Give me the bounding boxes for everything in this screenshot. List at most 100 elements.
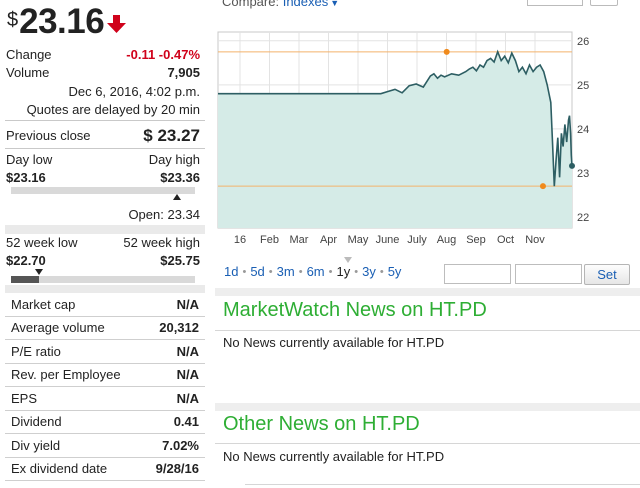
stat-value: N/A: [176, 296, 199, 312]
stat-value: N/A: [176, 343, 199, 359]
stat-row: Div yield 7.02%: [5, 434, 205, 458]
week52-values: $22.70 $25.75: [6, 253, 200, 269]
divider: [245, 484, 640, 485]
x-tick-label: Mar: [290, 234, 309, 246]
stat-value: 20,312: [159, 320, 199, 336]
change-label: Change: [6, 47, 52, 62]
stat-value: 0.41: [173, 414, 199, 430]
section-band: [5, 285, 205, 294]
set-date-range-button[interactable]: Set: [584, 264, 630, 285]
chevron-down-icon[interactable]: ▼: [330, 0, 340, 8]
chart-range-selector: 1d • 5d • 3m • 6m • 1y • 3y • 5y: [224, 264, 402, 279]
compare-add-button[interactable]: [590, 0, 618, 6]
stat-row: Dividend 0.41: [5, 411, 205, 434]
range-1d[interactable]: 1d: [224, 264, 239, 279]
stat-label: Market cap: [11, 296, 76, 312]
day-range-bar: [11, 187, 195, 194]
range-3m[interactable]: 3m: [276, 264, 295, 279]
range-3y[interactable]: 3y: [362, 264, 376, 279]
other-news-empty: No News currently available for HT.PD: [223, 449, 445, 464]
stat-label: P/E ratio: [11, 343, 61, 359]
quote-timestamp: Dec 6, 2016, 4:02 p.m.: [68, 84, 200, 99]
day-low-value: $23.16: [6, 170, 46, 185]
start-date-input[interactable]: [444, 264, 511, 284]
volume-row: Volume 7,905: [6, 65, 200, 81]
price-currency: $: [7, 9, 19, 31]
week52-range-bar: [11, 276, 195, 283]
marketwatch-news-title: MarketWatch News on HT.PD: [223, 299, 487, 321]
previous-close-label: Previous close: [6, 128, 91, 143]
week52-low-label: 52 week low: [6, 235, 78, 250]
end-date-input[interactable]: [515, 264, 582, 284]
week52-high-label: 52 week high: [123, 235, 200, 250]
active-range-indicator: [344, 257, 352, 263]
x-tick-label: Apr: [320, 234, 337, 246]
day-range-values: $23.16 $23.36: [6, 170, 200, 186]
price-value: 23.16: [19, 2, 105, 41]
stat-row: Rev. per Employee N/A: [5, 364, 205, 387]
week52-position-marker: [34, 269, 43, 275]
stat-row: Ex dividend date 9/28/16: [5, 458, 205, 481]
x-tick-label: July: [407, 234, 427, 246]
x-tick-label: Aug: [437, 234, 457, 246]
divider: [215, 443, 640, 444]
range-1y[interactable]: 1y: [336, 264, 351, 279]
day-range-labels: Day low Day high: [6, 152, 200, 168]
range-5d[interactable]: 5d: [250, 264, 265, 279]
down-arrow-icon: [107, 15, 127, 38]
price-line: [217, 49, 573, 187]
stat-label: Rev. per Employee: [11, 367, 121, 383]
stat-row: Average volume 20,312: [5, 317, 205, 340]
compare-control: Compare: Indexes ▼: [222, 0, 339, 9]
x-tick-label: Nov: [525, 234, 545, 246]
y-tick-label: 23: [577, 168, 589, 180]
change-row: Change -0.11 -0.47%: [6, 47, 200, 63]
section-band: [5, 225, 205, 234]
stat-value: N/A: [176, 367, 199, 383]
delay-note: Quotes are delayed by 20 min: [26, 102, 200, 117]
y-tick-label: 25: [577, 80, 589, 92]
price-area: [218, 51, 572, 228]
key-stats-table: Market cap N/A Average volume 20,312 P/E r…: [5, 293, 205, 481]
day-high-label: Day high: [148, 152, 200, 167]
stat-label: Dividend: [11, 414, 62, 430]
stat-value: 7.02%: [162, 437, 199, 453]
divider: [5, 120, 205, 121]
stat-value: N/A: [176, 390, 199, 406]
compare-symbol-input[interactable]: [527, 0, 583, 6]
open-price-marker: [172, 194, 181, 200]
section-band: [215, 288, 640, 296]
x-tick-label: June: [376, 234, 400, 246]
y-tick-label: 22: [577, 212, 589, 224]
x-tick-label: Oct: [497, 234, 514, 246]
week52-low-value: $22.70: [6, 253, 46, 268]
extreme-marker: [443, 48, 450, 55]
compare-indexes-link[interactable]: Indexes: [282, 0, 329, 9]
day-high-value: $23.36: [160, 170, 200, 185]
range-5y[interactable]: 5y: [387, 264, 402, 279]
last-price: $ 23.16: [7, 2, 127, 44]
change-value: -0.11 -0.47%: [126, 47, 200, 62]
section-band: [215, 403, 640, 411]
week52-labels: 52 week low 52 week high: [6, 235, 200, 251]
x-tick-label: Feb: [260, 234, 279, 246]
previous-close-value: $ 23.27: [143, 126, 200, 145]
day-low-label: Day low: [6, 152, 53, 167]
open-price: Open: 23.34: [128, 207, 200, 222]
y-tick-label: 26: [577, 36, 589, 48]
extreme-marker: [539, 183, 546, 190]
other-news-title: Other News on HT.PD: [223, 413, 420, 435]
divider: [215, 330, 640, 331]
range-6m[interactable]: 6m: [306, 264, 325, 279]
x-tick-label: 16: [234, 234, 246, 246]
divider: [5, 148, 205, 149]
marketwatch-news-empty: No News currently available for HT.PD: [223, 335, 445, 350]
week52-high-value: $25.75: [160, 253, 200, 268]
stat-label: Average volume: [11, 320, 105, 336]
price-chart[interactable]: 16 Feb Mar Apr May June July Aug Sep Oct Nov 26 25 24…: [215, 30, 633, 252]
last-price-marker: [569, 162, 575, 169]
stat-row: EPS N/A: [5, 387, 205, 411]
stat-label: EPS: [11, 390, 38, 406]
compare-label: Compare:: [222, 0, 280, 9]
volume-label: Volume: [6, 65, 50, 80]
